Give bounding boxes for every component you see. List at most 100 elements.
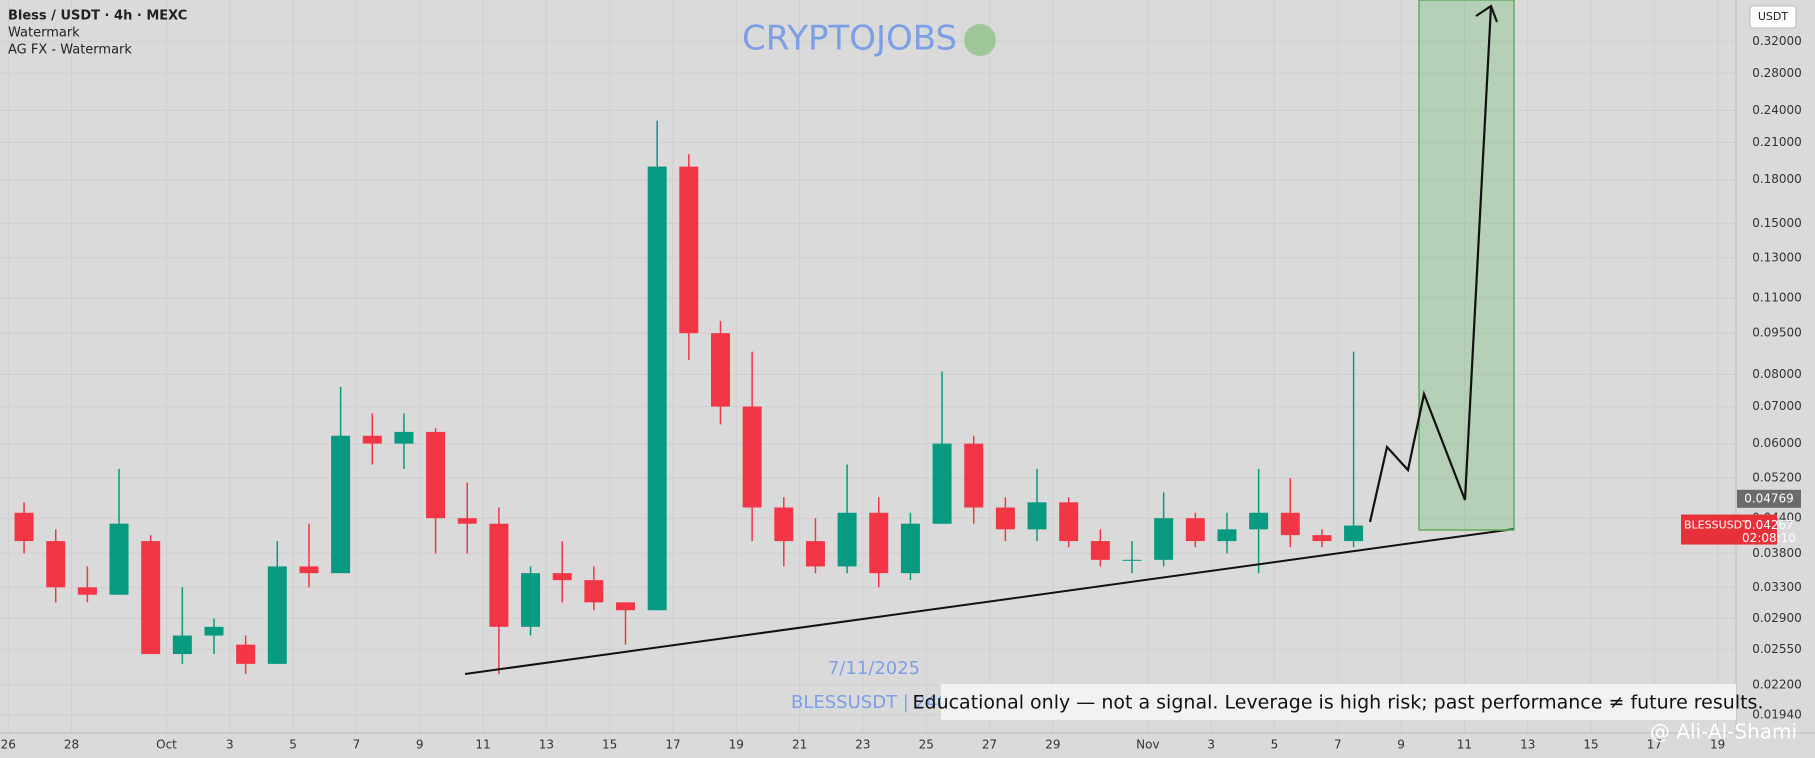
x-tick-label: 3 xyxy=(1207,738,1215,752)
x-tick-label: 23 xyxy=(855,738,870,752)
candle-body xyxy=(426,431,446,519)
x-tick-label: 17 xyxy=(1647,738,1662,752)
x-tick-label: 7 xyxy=(1334,738,1342,752)
candle-body xyxy=(331,435,351,574)
candle-body xyxy=(1090,541,1110,560)
marked-price-box xyxy=(1737,489,1801,508)
x-tick-label: 17 xyxy=(665,738,680,752)
trend-line xyxy=(464,528,1515,675)
disclaimer-box xyxy=(941,684,1736,720)
arrow-head xyxy=(1475,4,1499,23)
y-tick-label: 0.03300 xyxy=(1752,580,1802,594)
candle-body xyxy=(141,541,161,655)
axes: 0.32000 0.28000 0.24000 0.21000 0.18000 0.150… xyxy=(1,34,1802,752)
candle-body xyxy=(805,541,825,567)
last-price: 0.04267 xyxy=(1744,518,1794,532)
x-tick-label: Oct xyxy=(156,738,177,752)
x-tick-label: 5 xyxy=(289,738,297,752)
candle-body xyxy=(679,166,699,334)
x-tick-label: 28 xyxy=(64,738,79,752)
x-tick-label: 29 xyxy=(1045,738,1060,752)
x-tick-label: 19 xyxy=(729,738,744,752)
x-tick-label: 13 xyxy=(539,738,554,752)
candle-body xyxy=(710,333,730,407)
x-tick-label: 11 xyxy=(475,738,490,752)
candle-body xyxy=(172,635,192,655)
date-watermark: 7/11/2025 xyxy=(828,658,920,679)
x-tick-label: 5 xyxy=(1271,738,1279,752)
candle-body xyxy=(204,626,224,636)
y-tick-label: 0.01940 xyxy=(1752,707,1802,721)
x-tick-label: 15 xyxy=(602,738,617,752)
candle-body xyxy=(964,443,984,508)
x-tick-label: 11 xyxy=(1457,738,1472,752)
x-tick-label: 25 xyxy=(919,738,934,752)
y-tick-label: 0.02200 xyxy=(1752,677,1802,691)
candle-body xyxy=(584,580,604,603)
author-watermark: @ Ali-Al-Shami xyxy=(1650,720,1797,744)
candle-body xyxy=(77,587,97,595)
y-tick-label: 0.05200 xyxy=(1752,471,1802,485)
candle-body xyxy=(267,566,287,664)
candle-body xyxy=(1154,518,1174,560)
candle-body xyxy=(647,166,667,611)
y-tick-label: 0.28000 xyxy=(1752,66,1802,80)
candle-body xyxy=(1312,535,1332,542)
x-tick-label: 27 xyxy=(982,738,997,752)
projection-path xyxy=(1368,5,1493,523)
y-tick-label: 0.24000 xyxy=(1752,103,1802,117)
y-tick-label: 0.13000 xyxy=(1752,250,1802,264)
y-tick-label: 0.15000 xyxy=(1752,216,1802,230)
countdown: 02:08:10 xyxy=(1742,531,1796,545)
candle-body xyxy=(869,512,889,574)
y-tick-label: 0.02900 xyxy=(1752,611,1802,625)
candle-body xyxy=(1280,512,1300,536)
frog-icon xyxy=(964,24,996,56)
x-tick-label: 13 xyxy=(1520,738,1535,752)
candle-body xyxy=(46,541,66,588)
y-tick-label: 0.07000 xyxy=(1752,399,1802,413)
ticker-watermark: BLESSUSDT | 240 xyxy=(791,692,949,713)
candle-body xyxy=(109,523,129,595)
x-tick-label: 19 xyxy=(1710,738,1725,752)
x-tick-label: 9 xyxy=(416,738,424,752)
candle-body xyxy=(489,523,509,627)
last-price-symbol: BLESSUSDT xyxy=(1684,519,1749,532)
candle-body xyxy=(14,512,34,542)
y-tick-label: 0.08000 xyxy=(1752,367,1802,381)
y-tick-label: 0.32000 xyxy=(1752,34,1802,48)
x-tick-label: Nov xyxy=(1136,738,1159,752)
candle-body xyxy=(1122,559,1142,561)
x-tick-label: 7 xyxy=(353,738,361,752)
y-tick-label: 0.06000 xyxy=(1752,436,1802,450)
indicator: AG FX - Watermark xyxy=(8,43,132,58)
x-tick-label: 9 xyxy=(1397,738,1405,752)
candle-body xyxy=(236,644,256,664)
candle-body xyxy=(900,523,920,574)
candle-body xyxy=(1249,512,1269,530)
candle-body xyxy=(1185,518,1205,542)
candle-body xyxy=(552,573,572,581)
brand-watermark: CRYPTOJOBS xyxy=(742,19,957,59)
y-tick-label: 0.03800 xyxy=(1752,546,1802,560)
x-tick-label: 21 xyxy=(792,738,807,752)
candle-body xyxy=(299,566,319,574)
currency[interactable]: USDT xyxy=(1758,10,1789,23)
indicator: Watermark xyxy=(8,26,80,41)
y-tick-label: 0.09500 xyxy=(1752,326,1802,340)
candle-body xyxy=(521,573,541,627)
marked-price: 0.04769 xyxy=(1744,491,1794,505)
x-tick-label: 26 xyxy=(1,738,16,752)
candle-body xyxy=(1217,529,1237,542)
disclaimer: Educational only — not a signal. Leverag… xyxy=(913,692,1764,714)
candle-body xyxy=(394,431,414,444)
candle-body xyxy=(1344,525,1364,542)
currency-box[interactable] xyxy=(1749,5,1797,29)
target-zone xyxy=(1418,0,1515,531)
last-price-box xyxy=(1681,514,1777,545)
symbol-line: Bless / USDT · 4h · MEXC xyxy=(8,9,187,24)
candles xyxy=(14,120,1364,675)
candle-body xyxy=(742,406,762,508)
